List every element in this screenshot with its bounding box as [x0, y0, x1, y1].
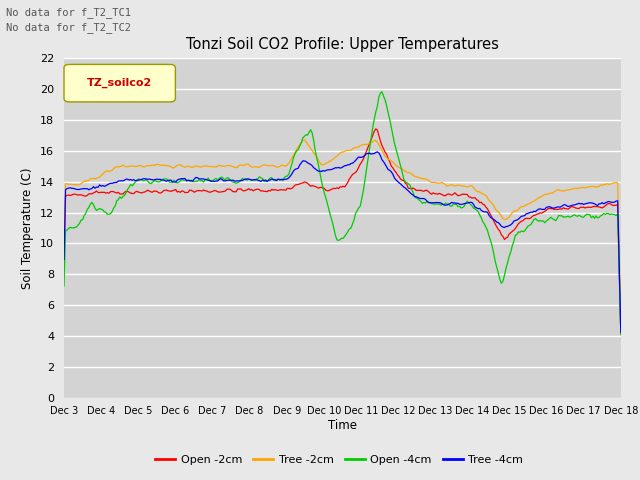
X-axis label: Time: Time [328, 419, 357, 432]
Text: TZ_soilco2: TZ_soilco2 [87, 78, 152, 88]
FancyBboxPatch shape [64, 64, 175, 102]
Y-axis label: Soil Temperature (C): Soil Temperature (C) [22, 167, 35, 289]
Legend: Open -2cm, Tree -2cm, Open -4cm, Tree -4cm: Open -2cm, Tree -2cm, Open -4cm, Tree -4… [151, 451, 527, 469]
Title: Tonzi Soil CO2 Profile: Upper Temperatures: Tonzi Soil CO2 Profile: Upper Temperatur… [186, 37, 499, 52]
Text: No data for f_T2_TC1: No data for f_T2_TC1 [6, 7, 131, 18]
Text: No data for f_T2_TC2: No data for f_T2_TC2 [6, 22, 131, 33]
